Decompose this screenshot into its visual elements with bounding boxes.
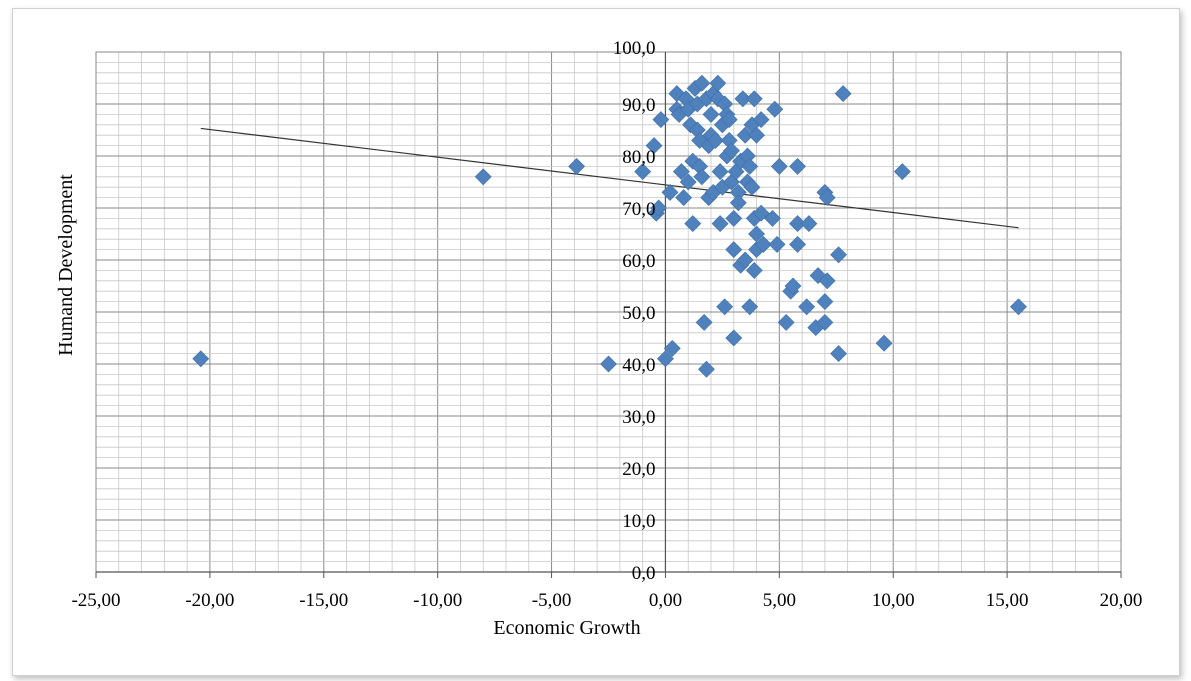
data-point xyxy=(834,85,852,103)
y-tick-label: 10,0 xyxy=(622,511,655,532)
data-point xyxy=(830,246,847,264)
data-points xyxy=(192,74,1027,378)
axes xyxy=(95,51,1122,578)
y-tick-label: 50,0 xyxy=(622,303,655,324)
chart-frame xyxy=(12,8,1180,676)
data-point xyxy=(818,189,836,207)
data-point xyxy=(711,163,729,181)
data-point xyxy=(711,215,729,233)
data-point xyxy=(743,178,761,196)
data-point xyxy=(734,90,752,108)
x-tick-label: 15,00 xyxy=(986,590,1029,611)
y-tick-label: 0,0 xyxy=(632,563,656,584)
data-point xyxy=(745,90,763,108)
x-tick-label: 20,00 xyxy=(1100,590,1143,611)
data-point xyxy=(789,157,806,175)
data-point xyxy=(652,111,670,129)
data-point xyxy=(741,157,759,175)
data-point xyxy=(695,313,713,331)
data-point xyxy=(768,235,786,253)
data-point xyxy=(736,126,754,144)
data-point xyxy=(634,163,652,181)
data-point xyxy=(661,183,679,201)
data-point xyxy=(723,142,740,160)
y-tick-label: 100,0 xyxy=(613,38,656,59)
data-point xyxy=(816,293,834,311)
data-point xyxy=(1010,298,1027,316)
data-point xyxy=(748,126,765,144)
data-point xyxy=(474,168,492,186)
data-point xyxy=(725,329,743,347)
data-point xyxy=(679,173,697,191)
data-point xyxy=(754,235,772,253)
data-point xyxy=(192,350,210,368)
data-point xyxy=(675,189,693,207)
y-tick-label: 40,0 xyxy=(622,355,655,376)
y-tick-label: 60,0 xyxy=(622,251,655,272)
data-point xyxy=(657,350,674,368)
data-point xyxy=(729,194,747,212)
y-tick-label: 30,0 xyxy=(622,407,655,428)
y-tick-label: 20,0 xyxy=(622,459,655,480)
data-point xyxy=(725,241,743,259)
x-tick-label: -25,00 xyxy=(71,590,120,611)
x-tick-labels: -25,00 -20,00 -15,00 -10,00 -5,00 0,00 5,00 10,… xyxy=(71,590,1142,611)
data-point xyxy=(716,298,734,316)
x-tick-label: -5,00 xyxy=(532,590,572,611)
data-point xyxy=(698,360,715,378)
data-point xyxy=(784,277,802,295)
x-tick-label: -20,00 xyxy=(185,590,234,611)
data-point xyxy=(725,209,743,227)
data-point xyxy=(741,298,759,316)
data-point xyxy=(693,168,711,186)
data-point xyxy=(650,199,668,217)
data-point xyxy=(830,345,847,363)
data-point xyxy=(720,111,738,129)
data-point xyxy=(789,215,806,233)
data-point xyxy=(672,163,690,181)
data-point xyxy=(684,215,702,233)
x-tick-label: 0,00 xyxy=(649,590,682,611)
y-tick-label: 90,0 xyxy=(622,95,655,116)
data-point xyxy=(752,111,770,129)
data-point xyxy=(798,298,816,316)
data-point xyxy=(600,355,617,373)
data-point xyxy=(777,313,795,331)
data-point xyxy=(766,100,784,118)
data-point xyxy=(568,157,586,175)
data-point xyxy=(770,157,788,175)
x-tick-label: 5,00 xyxy=(763,590,796,611)
data-point xyxy=(818,272,836,290)
gridlines xyxy=(95,51,1122,573)
y-axis-title: Humand Development xyxy=(55,174,77,356)
data-point xyxy=(789,235,806,253)
data-point xyxy=(816,313,834,331)
data-point xyxy=(893,163,911,181)
data-point xyxy=(702,105,720,123)
data-point xyxy=(645,137,663,155)
y-tick-label: 80,0 xyxy=(622,147,655,168)
x-tick-label: -10,00 xyxy=(413,590,462,611)
data-point xyxy=(764,209,781,227)
y-tick-labels: 0,0 10,0 20,0 30,0 40,0 50,0 60,0 70,0 80,0 90,0 1… xyxy=(613,38,656,584)
data-point xyxy=(752,204,770,222)
x-tick-label: 10,00 xyxy=(872,590,915,611)
trendline-group xyxy=(200,127,1019,229)
data-point xyxy=(707,131,724,149)
data-point xyxy=(745,261,763,279)
data-point xyxy=(800,215,818,233)
data-point xyxy=(875,334,893,352)
data-point xyxy=(693,74,711,92)
y-tick-label: 70,0 xyxy=(622,199,655,220)
x-axis-title: Economic Growth xyxy=(493,617,640,639)
x-tick-label: -15,00 xyxy=(299,590,348,611)
trendline xyxy=(200,127,1019,229)
data-point xyxy=(663,339,681,357)
data-point xyxy=(736,251,754,269)
